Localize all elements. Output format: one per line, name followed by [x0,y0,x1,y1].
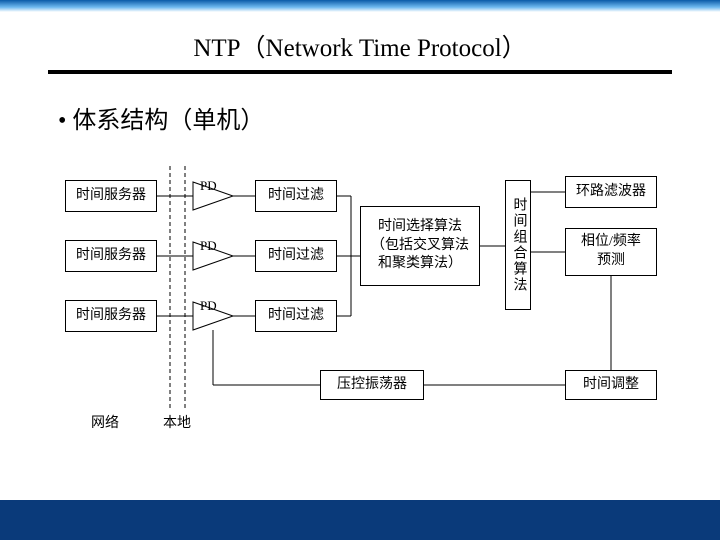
title-underline [48,70,672,74]
box-time-server-3: 时间服务器 [65,300,157,332]
label-network: 网络 [91,412,119,432]
architecture-diagram: 时间服务器 时间服务器 时间服务器 PD PD PD 时间过滤 时间过滤 时间过… [55,160,665,450]
box-time-select: 时间选择算法 （包括交叉算法 和聚类算法） [360,206,480,286]
page-title: NTP（Network Time Protocol） [0,28,720,64]
header-gradient [0,0,720,12]
pd-label-2: PD [200,238,217,254]
pd-label-3: PD [200,298,217,314]
box-time-combine: 时间组合算法 [505,180,531,310]
bullet-heading: • 体系结构（单机） [58,100,264,135]
footer-bar [0,500,720,540]
box-vco: 压控振荡器 [320,370,424,400]
label-local: 本地 [163,412,191,432]
phase-line-2: 预测 [597,252,625,271]
select-line-2: （包括交叉算法 [371,237,469,256]
box-time-adjust: 时间调整 [565,370,657,400]
box-phase-freq: 相位/频率 预测 [565,228,657,276]
box-time-filter-2: 时间过滤 [255,240,337,272]
box-loop-filter: 环路滤波器 [565,176,657,208]
pd-label-1: PD [200,178,217,194]
phase-line-1: 相位/频率 [581,233,641,252]
box-time-server-2: 时间服务器 [65,240,157,272]
box-time-filter-1: 时间过滤 [255,180,337,212]
select-line-1: 时间选择算法 [378,218,462,237]
box-time-filter-3: 时间过滤 [255,300,337,332]
select-line-3: 和聚类算法） [378,255,462,274]
box-time-server-1: 时间服务器 [65,180,157,212]
